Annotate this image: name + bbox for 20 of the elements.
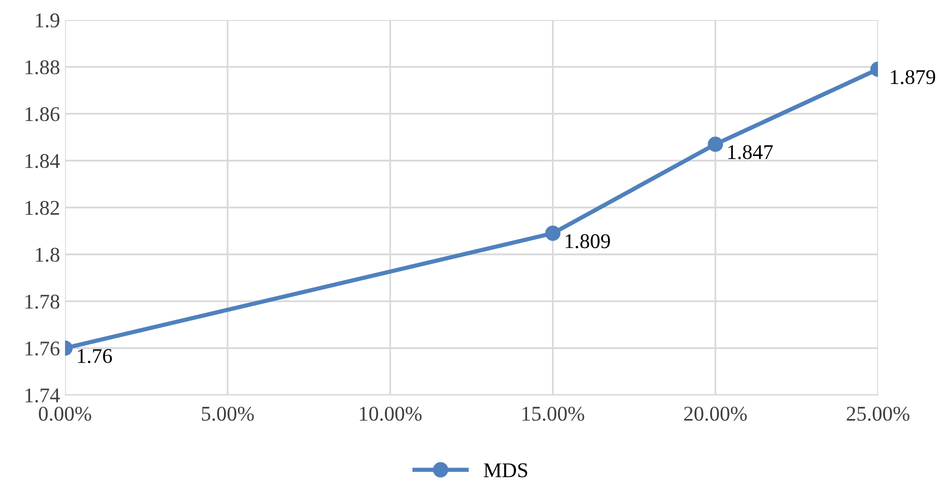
y-tick-label: 1.9 xyxy=(36,13,60,28)
y-tick-label: 1.88 xyxy=(26,60,60,74)
data-label: 1.809 xyxy=(566,234,610,248)
y-tick-label: 1.84 xyxy=(26,154,60,168)
y-tick-label: 1.82 xyxy=(26,200,59,216)
x-tick-label: 20.00% xyxy=(684,406,747,421)
data-label: 1.847 xyxy=(728,145,773,160)
x-tick-label: 25.00% xyxy=(846,406,910,421)
y-tick-label: 1.76 xyxy=(26,342,60,356)
y-tick-label: 1.86 xyxy=(26,107,60,122)
y-tick-label: 1.8 xyxy=(36,248,60,262)
x-tick-label: 0.00% xyxy=(38,406,92,421)
y-tick-label: 1.78 xyxy=(26,294,60,309)
x-tick-label: 10.00% xyxy=(360,406,422,421)
y-tick-label: 1.74 xyxy=(26,388,60,403)
data-label: 1.879 xyxy=(890,70,936,84)
data-label: 1.76 xyxy=(78,349,112,364)
legend-label: MDS xyxy=(484,463,528,478)
x-tick-label: 15.00% xyxy=(522,406,584,421)
x-tick-label: 5.00% xyxy=(202,406,254,421)
